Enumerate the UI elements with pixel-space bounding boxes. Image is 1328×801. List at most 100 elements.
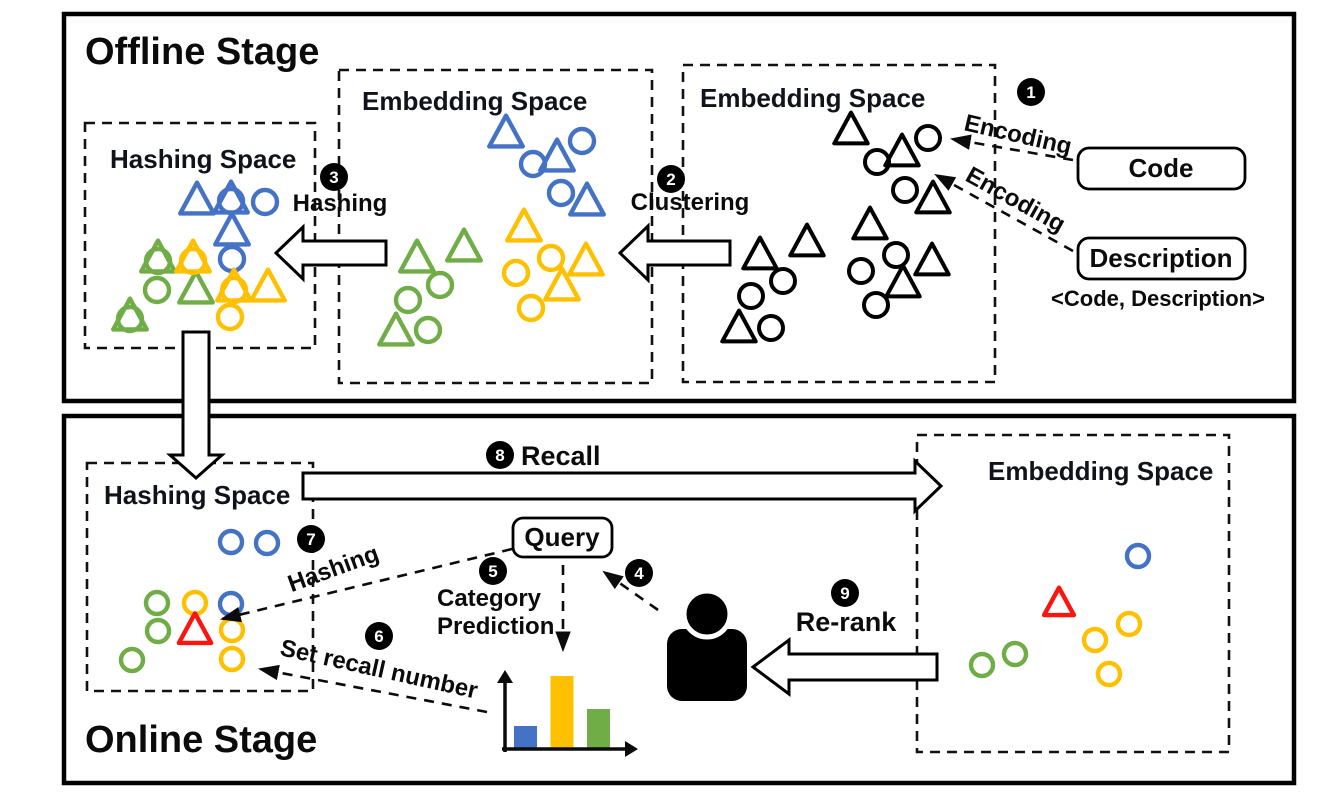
blue-circle-point: [217, 244, 247, 274]
yellow-circle-point: [218, 616, 246, 644]
online-embedding-space-box: [915, 433, 1231, 754]
yellow-circle-point: [215, 302, 245, 332]
step8-badge: 8: [486, 441, 514, 469]
yellow-circle-point: [1081, 626, 1109, 654]
svg-text:7: 7: [306, 530, 315, 549]
black-circle-point: [737, 282, 765, 310]
green-circle-point: [118, 646, 146, 674]
blue-bar: [514, 726, 537, 749]
black-circle-point: [757, 314, 785, 342]
svg-text:Code: Code: [1129, 153, 1194, 183]
step3-badge: 3: [320, 163, 348, 191]
query-hashing-arrow: [219, 547, 513, 623]
green-triangle-point: [177, 269, 215, 305]
online-embedding-space-title: Embedding Space: [988, 456, 1213, 486]
green-triangle-point: [377, 311, 415, 347]
online-hashing-space-box: [85, 461, 315, 693]
black-triangle-point: [788, 222, 826, 258]
green-circle-point: [142, 275, 172, 305]
blue-triangle-point: [487, 113, 525, 149]
svg-text:Query: Query: [524, 522, 600, 552]
yellow-triangle-point: [249, 267, 287, 303]
step2-badge: 2: [657, 165, 685, 193]
black-circle-point: [769, 267, 797, 295]
green-circle-point: [413, 315, 443, 345]
online-hashing-space-title: Hashing Space: [104, 480, 290, 510]
green-circle-point: [115, 304, 145, 334]
user-to-query-arrow: [602, 570, 659, 612]
svg-text:3: 3: [329, 168, 338, 187]
step9-badge: 9: [831, 579, 859, 607]
black-triangle-point: [720, 308, 758, 344]
black-triangle-point: [851, 205, 889, 241]
yellow-bar: [550, 676, 574, 749]
yellow-circle-point: [218, 645, 246, 673]
svg-text:1: 1: [1026, 83, 1035, 102]
step4-badge: 4: [625, 559, 653, 587]
rerank-label: Re-rank: [796, 607, 898, 637]
green-bar: [587, 709, 610, 749]
encoding-arrow-description: [934, 173, 1074, 253]
encoding-label-1: Encoding: [962, 110, 1075, 161]
chart-y-axis-arrow: [497, 670, 513, 683]
blue-circle-point: [217, 528, 245, 556]
green-circle-point: [143, 589, 171, 617]
yellow-circle-point: [181, 589, 209, 617]
user-icon: [667, 588, 747, 701]
black-triangle-point: [913, 241, 951, 277]
online-hashing-scatter: [118, 528, 281, 674]
chart-bars: [514, 676, 610, 749]
hashing-arrow: [273, 223, 388, 283]
online-stage-panel: [61, 413, 1297, 786]
online-embedding-scatter: [968, 542, 1152, 688]
green-circle-point: [425, 270, 455, 300]
category-prediction-line1: Category: [437, 585, 542, 612]
blue-triangle-point: [568, 181, 606, 217]
green-circle-point: [393, 285, 423, 315]
set-recall-arrow: [257, 664, 488, 714]
black-triangle-point: [832, 110, 870, 146]
hashing-label-online: Hashing: [284, 540, 382, 598]
yellow-circle-point: [1115, 610, 1143, 638]
green-circle-point: [1001, 640, 1029, 668]
green-circle-point: [143, 246, 173, 276]
encoding-arrow-code: [949, 134, 1074, 162]
blue-circle-point: [217, 590, 245, 618]
rerank-arrow: [750, 637, 939, 697]
step1-badge: 1: [1017, 78, 1045, 106]
yellow-triangle-point: [543, 266, 581, 302]
hashing-label-offline: Hashing: [293, 190, 388, 217]
encoding-label-2: Encoding: [961, 162, 1070, 239]
recall-arrow: [301, 457, 944, 515]
svg-text:6: 6: [374, 627, 383, 646]
red-triangle-point: [176, 611, 214, 646]
yellow-triangle-point: [567, 241, 605, 277]
green-triangle-point: [398, 238, 436, 274]
black-circle-point: [862, 291, 890, 319]
blue-circle-point: [546, 178, 576, 208]
right-embedding-space-title: Embedding Space: [700, 83, 925, 113]
yellow-circle-point: [536, 243, 566, 273]
yellow-circle-point: [1095, 660, 1123, 688]
svg-text:9: 9: [840, 584, 849, 603]
black-triangle-point: [914, 179, 952, 215]
right-embedding-space-box: [681, 63, 997, 384]
blue-circle-point: [567, 126, 597, 156]
category-prediction-line2: Prediction: [437, 613, 554, 640]
online-stage-title: Online Stage: [85, 719, 317, 761]
black-circle-point: [847, 257, 875, 285]
blue-circle-point: [253, 529, 281, 557]
yellow-triangle-point: [505, 207, 543, 243]
black-circle-point: [914, 124, 942, 152]
offline-stage-title: Offline Stage: [85, 31, 319, 73]
clustering-arrow: [617, 222, 732, 284]
category-prediction-chart: [497, 670, 638, 757]
chart-x-axis-arrow: [625, 741, 638, 757]
description-node: Description: [1076, 236, 1247, 281]
step7-badge: 7: [297, 525, 325, 553]
offline-stage-panel: [61, 11, 1297, 404]
yellow-circle-point: [501, 258, 531, 288]
svg-text:Description: Description: [1089, 243, 1232, 273]
offline-hashing-space-title: Hashing Space: [110, 144, 296, 174]
code-node: Code: [1076, 146, 1247, 191]
